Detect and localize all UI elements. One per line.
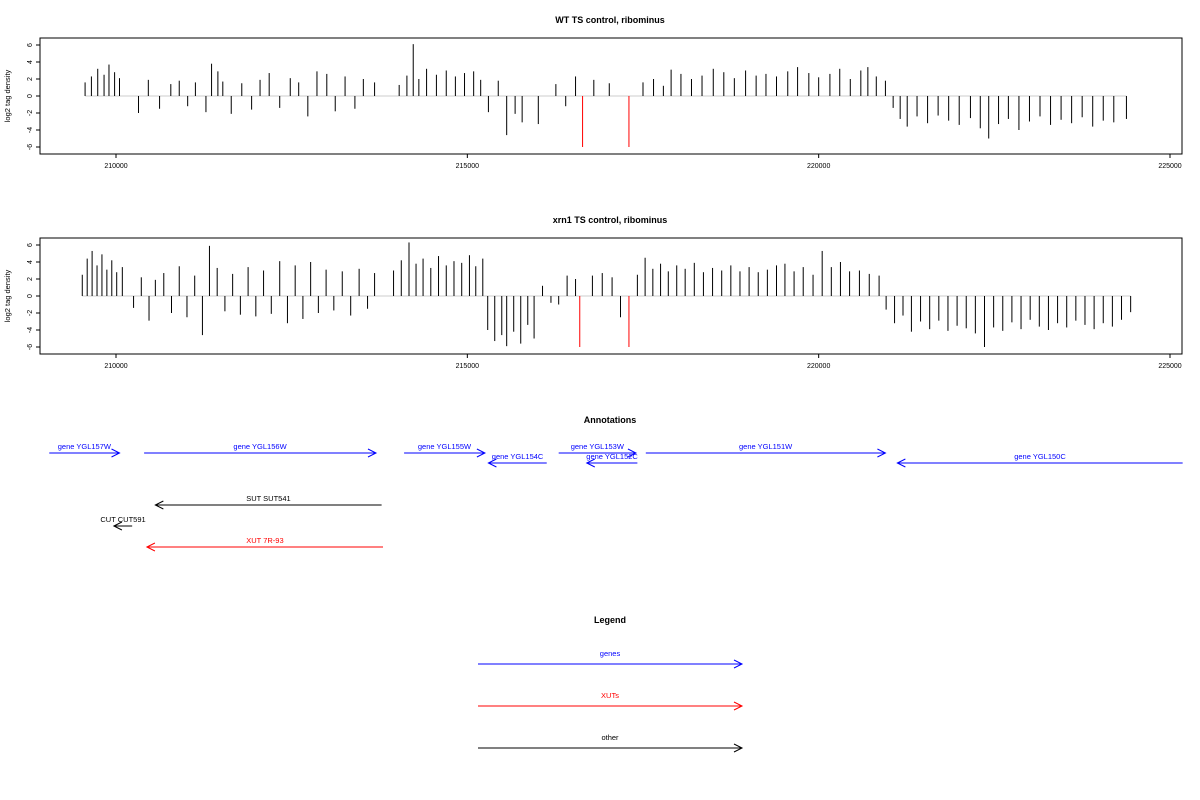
legend-item: other: [478, 733, 744, 753]
annotation-label: gene YGL157W: [58, 442, 112, 451]
annotation-arrow-head: [112, 521, 123, 531]
annotation-label: gene YGL150C: [1014, 452, 1066, 461]
xrn1-y-tick-label: 4: [27, 260, 34, 264]
xrn1-axes: -6 -4 -2 0 2 4 6 210000 215000 220000 225000: [27, 243, 1182, 370]
xrn1-x-tick-label: 225000: [1158, 363, 1181, 370]
annotation-feature: gene YGL157W: [49, 442, 121, 458]
annotation-arrow-head: [487, 458, 497, 468]
annotation-feature: SUT SUT541: [154, 494, 382, 510]
panel-xrn1: xrn1 TS control, ribominus log2 tag dens…: [3, 215, 1183, 370]
legend-items: genes XUTs other: [478, 649, 744, 753]
wt-x-tick-label: 215000: [456, 163, 479, 170]
annotation-label: gene YGL151W: [739, 442, 793, 451]
legend-label: XUTs: [601, 691, 619, 700]
wt-y-tick-label: -4: [27, 127, 34, 133]
annotation-arrow-head: [111, 448, 121, 458]
annotation-feature: XUT 7R-93: [145, 536, 384, 552]
annotation-feature: gene YGL153W: [558, 442, 638, 458]
wt-x-tick-label: 220000: [807, 163, 830, 170]
wt-y-tick-label: -2: [27, 110, 34, 116]
wt-x-tick-label: 210000: [104, 163, 127, 170]
annotation-label: CUT CUT591: [100, 515, 145, 524]
annotation-arrow-head: [145, 542, 156, 552]
annotation-feature: gene YGL156W: [144, 442, 378, 458]
xrn1-y-tick-label: 2: [27, 277, 34, 281]
wt-title: WT TS control, ribominus: [555, 15, 665, 25]
wt-y-tick-label: 6: [27, 43, 34, 47]
annotation-arrow-head: [877, 448, 887, 458]
annotation-feature: gene YGL151W: [645, 442, 887, 458]
annotation-arrow-head: [476, 448, 487, 458]
xrn1-y-tick-label: 0: [27, 294, 34, 298]
xrn1-x-tick-label: 215000: [456, 363, 479, 370]
legend-label: genes: [600, 649, 621, 658]
annotation-label: SUT SUT541: [246, 494, 290, 503]
legend-label: other: [601, 733, 619, 742]
annotation-label: gene YGL152C: [586, 452, 638, 461]
annotation-label: gene YGL156W: [233, 442, 287, 451]
wt-y-tick-label: 4: [27, 60, 34, 64]
legend-arrow-head: [733, 743, 744, 753]
xrn1-y-tick-label: -2: [27, 310, 34, 316]
legend-panel: Legend genes XUTs other: [478, 615, 744, 753]
wt-axes: -6 -4 -2 0 2 4 6 210000 215000 220000 225000: [27, 43, 1182, 170]
wt-y-tick-label: 0: [27, 94, 34, 98]
legend-item: genes: [478, 649, 744, 669]
xrn1-y-tick-label: -4: [27, 327, 34, 333]
annotation-feature: gene YGL150C: [896, 452, 1183, 468]
wt-x-tick-label: 225000: [1158, 163, 1181, 170]
panel-wt: WT TS control, ribominus log2 tag densit…: [3, 15, 1183, 170]
annotation-features: gene YGL157W gene YGL156W gene YGL155W gene…: [49, 442, 1183, 552]
xrn1-title: xrn1 TS control, ribominus: [553, 215, 668, 225]
annotations-title: Annotations: [584, 415, 637, 425]
legend-arrow-head: [733, 659, 744, 669]
annotation-label: XUT 7R-93: [246, 536, 283, 545]
annotation-label: gene YGL154C: [492, 452, 544, 461]
annotation-label: gene YGL155W: [418, 442, 472, 451]
xrn1-y-tick-label: 6: [27, 243, 34, 247]
xrn1-y-axis-label: log2 tag density: [3, 269, 12, 322]
xrn1-y-tick-label: -6: [27, 344, 34, 350]
wt-y-axis-label: log2 tag density: [3, 69, 12, 122]
annotation-arrow-head: [154, 500, 164, 510]
annotation-arrow-head: [627, 448, 638, 458]
legend-item: XUTs: [478, 691, 744, 711]
annotation-arrow-head: [367, 448, 378, 458]
annotation-feature: gene YGL155W: [404, 442, 487, 458]
annotation-feature: gene YGL152C: [585, 452, 638, 468]
annotation-feature: CUT CUT591: [100, 515, 146, 531]
wt-y-tick-label: -6: [27, 144, 34, 150]
wt-bars: [84, 44, 1127, 147]
annotation-arrow-head: [585, 458, 596, 468]
xrn1-x-tick-label: 220000: [807, 363, 830, 370]
annotation-label: gene YGL153W: [571, 442, 625, 451]
legend-title: Legend: [594, 615, 626, 625]
annotation-feature: gene YGL154C: [487, 452, 547, 468]
annotations-panel: Annotations gene YGL157W gene YGL156W gene…: [49, 415, 1183, 552]
wt-y-tick-label: 2: [27, 77, 34, 81]
annotation-arrow-head: [896, 458, 906, 468]
legend-arrow-head: [733, 701, 744, 711]
xrn1-x-tick-label: 210000: [104, 363, 127, 370]
xrn1-bars: [81, 242, 1132, 347]
